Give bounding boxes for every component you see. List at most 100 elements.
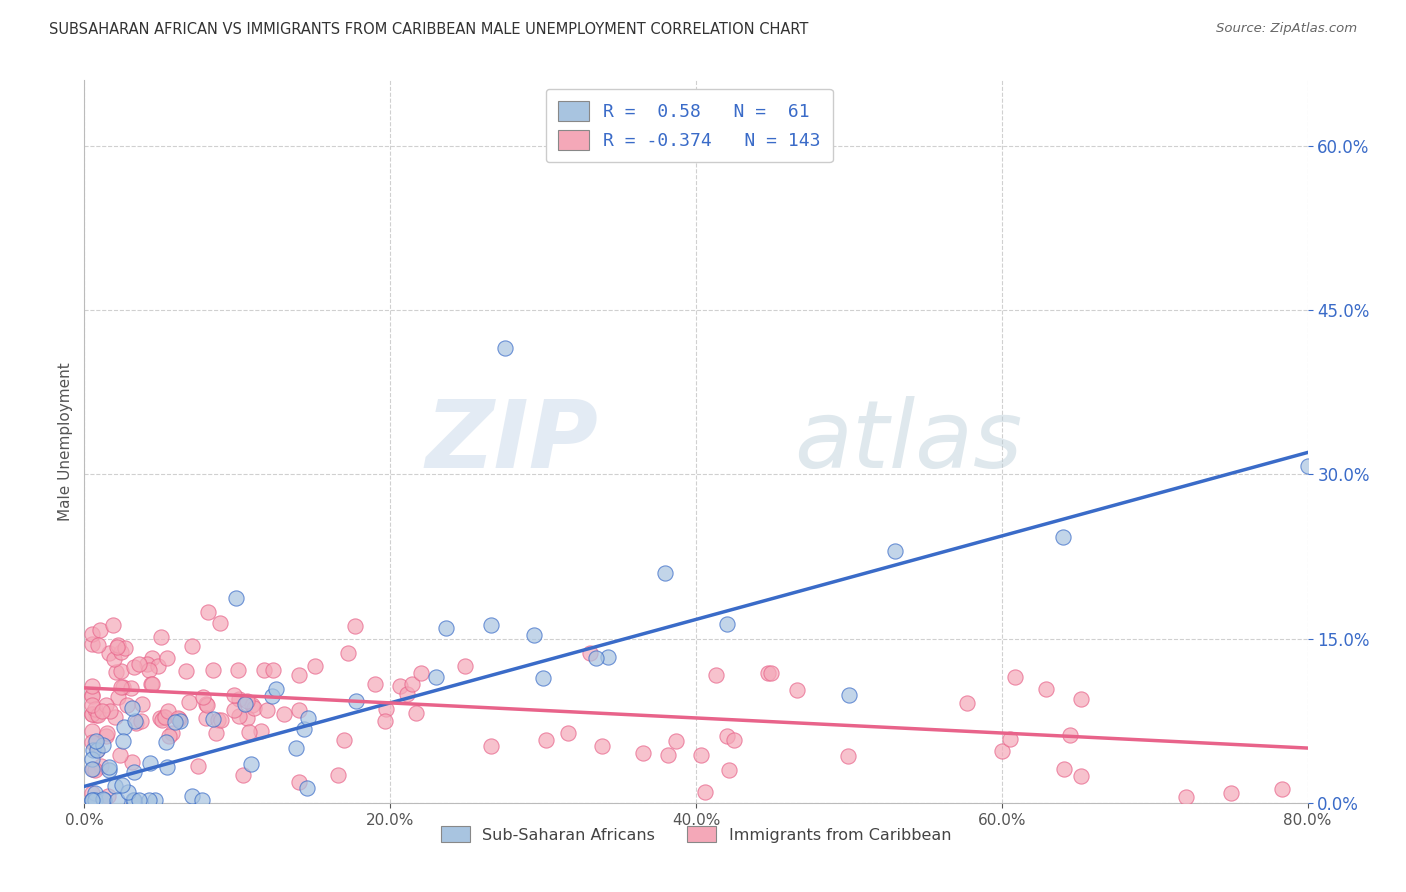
Point [191, 690, 214, 704]
Point [91, 792, 114, 806]
Point [84, 708, 107, 723]
Point [287, 667, 309, 681]
Point [479, 618, 502, 632]
Point [105, 792, 128, 806]
Text: Source: ZipAtlas.com: Source: ZipAtlas.com [1216, 22, 1357, 36]
Point [191, 792, 214, 806]
Point [494, 342, 516, 356]
Point [160, 726, 183, 740]
Point [94, 729, 117, 743]
Point [149, 711, 172, 725]
Point [124, 714, 146, 728]
Point [94, 698, 117, 712]
Point [228, 691, 250, 706]
Point [155, 735, 177, 749]
Point [111, 680, 134, 694]
Point [273, 706, 295, 721]
Point [454, 658, 477, 673]
Point [264, 681, 287, 696]
Point [150, 630, 173, 644]
Point [115, 698, 138, 712]
Point [80, 752, 103, 766]
Point [1035, 681, 1057, 696]
Point [693, 785, 716, 799]
Point [107, 690, 129, 704]
Point [202, 712, 225, 726]
Point [80, 735, 103, 749]
Point [80, 763, 103, 777]
Point [80, 698, 103, 712]
Point [107, 639, 129, 653]
Point [228, 709, 250, 723]
Point [956, 696, 979, 710]
Point [756, 665, 779, 680]
Point [117, 785, 139, 799]
Point [82, 792, 104, 806]
Point [80, 689, 103, 703]
Point [104, 665, 127, 680]
Point [1220, 786, 1243, 800]
Point [998, 732, 1021, 747]
Point [434, 621, 457, 635]
Point [1271, 782, 1294, 797]
Point [98, 763, 121, 777]
Point [194, 698, 217, 712]
Point [138, 792, 160, 806]
Point [98, 704, 121, 718]
Point [90, 758, 112, 772]
Point [91, 738, 114, 752]
Point [80, 679, 103, 693]
Point [111, 734, 134, 748]
Point [1052, 531, 1074, 545]
Point [93, 792, 115, 806]
Point [165, 714, 187, 729]
Point [1004, 670, 1026, 684]
Point [156, 760, 179, 774]
Point [124, 716, 146, 731]
Point [883, 543, 905, 558]
Point [80, 792, 103, 806]
Point [84, 702, 107, 716]
Point [87, 708, 110, 723]
Point [97, 646, 120, 660]
Point [110, 664, 132, 678]
Point [89, 623, 111, 637]
Point [389, 680, 412, 694]
Point [150, 714, 173, 728]
Point [375, 702, 398, 716]
Point [82, 792, 104, 806]
Point [194, 711, 217, 725]
Y-axis label: Male Unemployment: Male Unemployment [58, 362, 73, 521]
Point [579, 646, 602, 660]
Point [187, 759, 209, 773]
Point [657, 747, 679, 762]
Point [104, 710, 127, 724]
Point [80, 723, 103, 738]
Point [96, 725, 118, 739]
Point [761, 665, 783, 680]
Point [139, 756, 162, 770]
Point [121, 755, 143, 769]
Point [260, 690, 283, 704]
Point [631, 746, 654, 760]
Point [284, 740, 307, 755]
Point [665, 734, 688, 748]
Point [167, 711, 190, 725]
Point [288, 775, 311, 789]
Point [128, 657, 150, 672]
Point [1070, 769, 1092, 783]
Point [136, 657, 159, 671]
Point [531, 671, 554, 685]
Point [425, 670, 447, 684]
Point [120, 681, 142, 695]
Point [253, 663, 276, 677]
Point [222, 704, 245, 718]
Text: ZIP: ZIP [425, 395, 598, 488]
Point [86, 743, 108, 757]
Point [596, 650, 619, 665]
Point [304, 658, 326, 673]
Point [328, 768, 350, 782]
Point [209, 713, 232, 727]
Point [108, 747, 131, 762]
Point [122, 660, 145, 674]
